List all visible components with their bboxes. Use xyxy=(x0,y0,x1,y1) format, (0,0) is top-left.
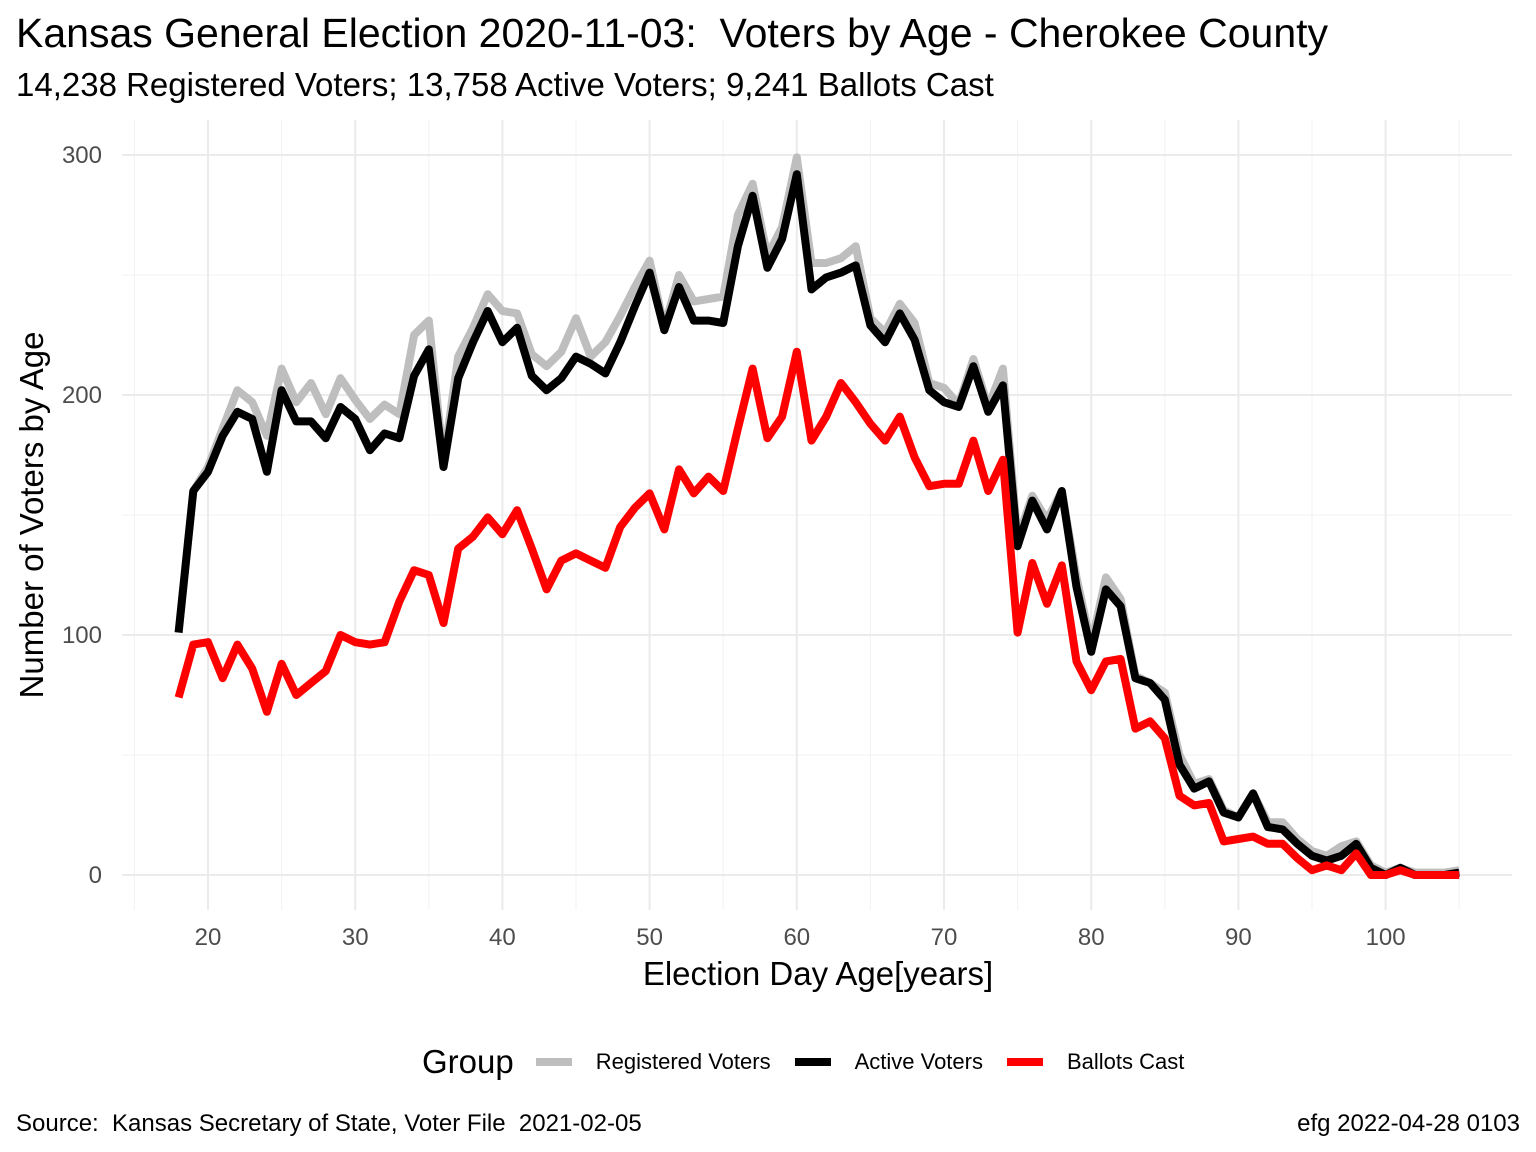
x-tick-label: 100 xyxy=(1366,924,1406,951)
y-tick-label: 100 xyxy=(62,622,102,649)
legend-key-active xyxy=(794,1058,831,1066)
minor-gridlines xyxy=(122,120,1512,910)
legend-label-active: Active Voters xyxy=(854,1049,983,1074)
x-tick-label: 50 xyxy=(636,924,663,951)
y-tick-label: 300 xyxy=(62,142,102,169)
y-tick-label: 200 xyxy=(62,382,102,409)
x-tick-label: 90 xyxy=(1225,924,1252,951)
chart-subtitle: 14,238 Registered Voters; 13,758 Active … xyxy=(16,66,994,103)
legend-label-registered: Registered Voters xyxy=(595,1049,771,1074)
series-line-ballots-cast xyxy=(174,347,1460,879)
source-caption: Source: Kansas Secretary of State, Voter… xyxy=(16,1110,642,1137)
y-axis-label: Number of Voters by Age xyxy=(13,331,50,699)
y-axis-ticks: 0 100 200 300 xyxy=(62,142,102,889)
x-tick-label: 60 xyxy=(783,924,810,951)
y-tick-label: 0 xyxy=(89,862,102,889)
x-tick-label: 40 xyxy=(489,924,516,951)
x-axis-ticks: 20 30 40 50 60 70 80 90 100 xyxy=(195,924,1406,951)
x-tick-label: 20 xyxy=(195,924,222,951)
x-axis-label: Election Day Age[years] xyxy=(642,955,994,992)
legend: Group Registered Voters Active Voters Ba… xyxy=(422,1040,1208,1084)
x-tick-label: 70 xyxy=(931,924,958,951)
legend-key-registered xyxy=(535,1058,572,1066)
legend-title: Group xyxy=(422,1043,514,1080)
legend-item-active: Active Voters xyxy=(794,1049,983,1075)
series-lines xyxy=(174,153,1460,879)
legend-key-ballots xyxy=(1006,1058,1043,1066)
x-tick-label: 30 xyxy=(342,924,369,951)
chart-title: Kansas General Election 2020-11-03: Vote… xyxy=(16,10,1329,56)
series-line-active-voters xyxy=(174,170,1460,879)
x-tick-label: 80 xyxy=(1078,924,1105,951)
credit-caption: efg 2022-04-28 0103 xyxy=(1297,1110,1520,1137)
major-gridlines xyxy=(122,120,1512,910)
legend-item-registered: Registered Voters xyxy=(535,1049,771,1075)
legend-label-ballots: Ballots Cast xyxy=(1066,1049,1185,1074)
legend-item-ballots: Ballots Cast xyxy=(1006,1049,1185,1075)
